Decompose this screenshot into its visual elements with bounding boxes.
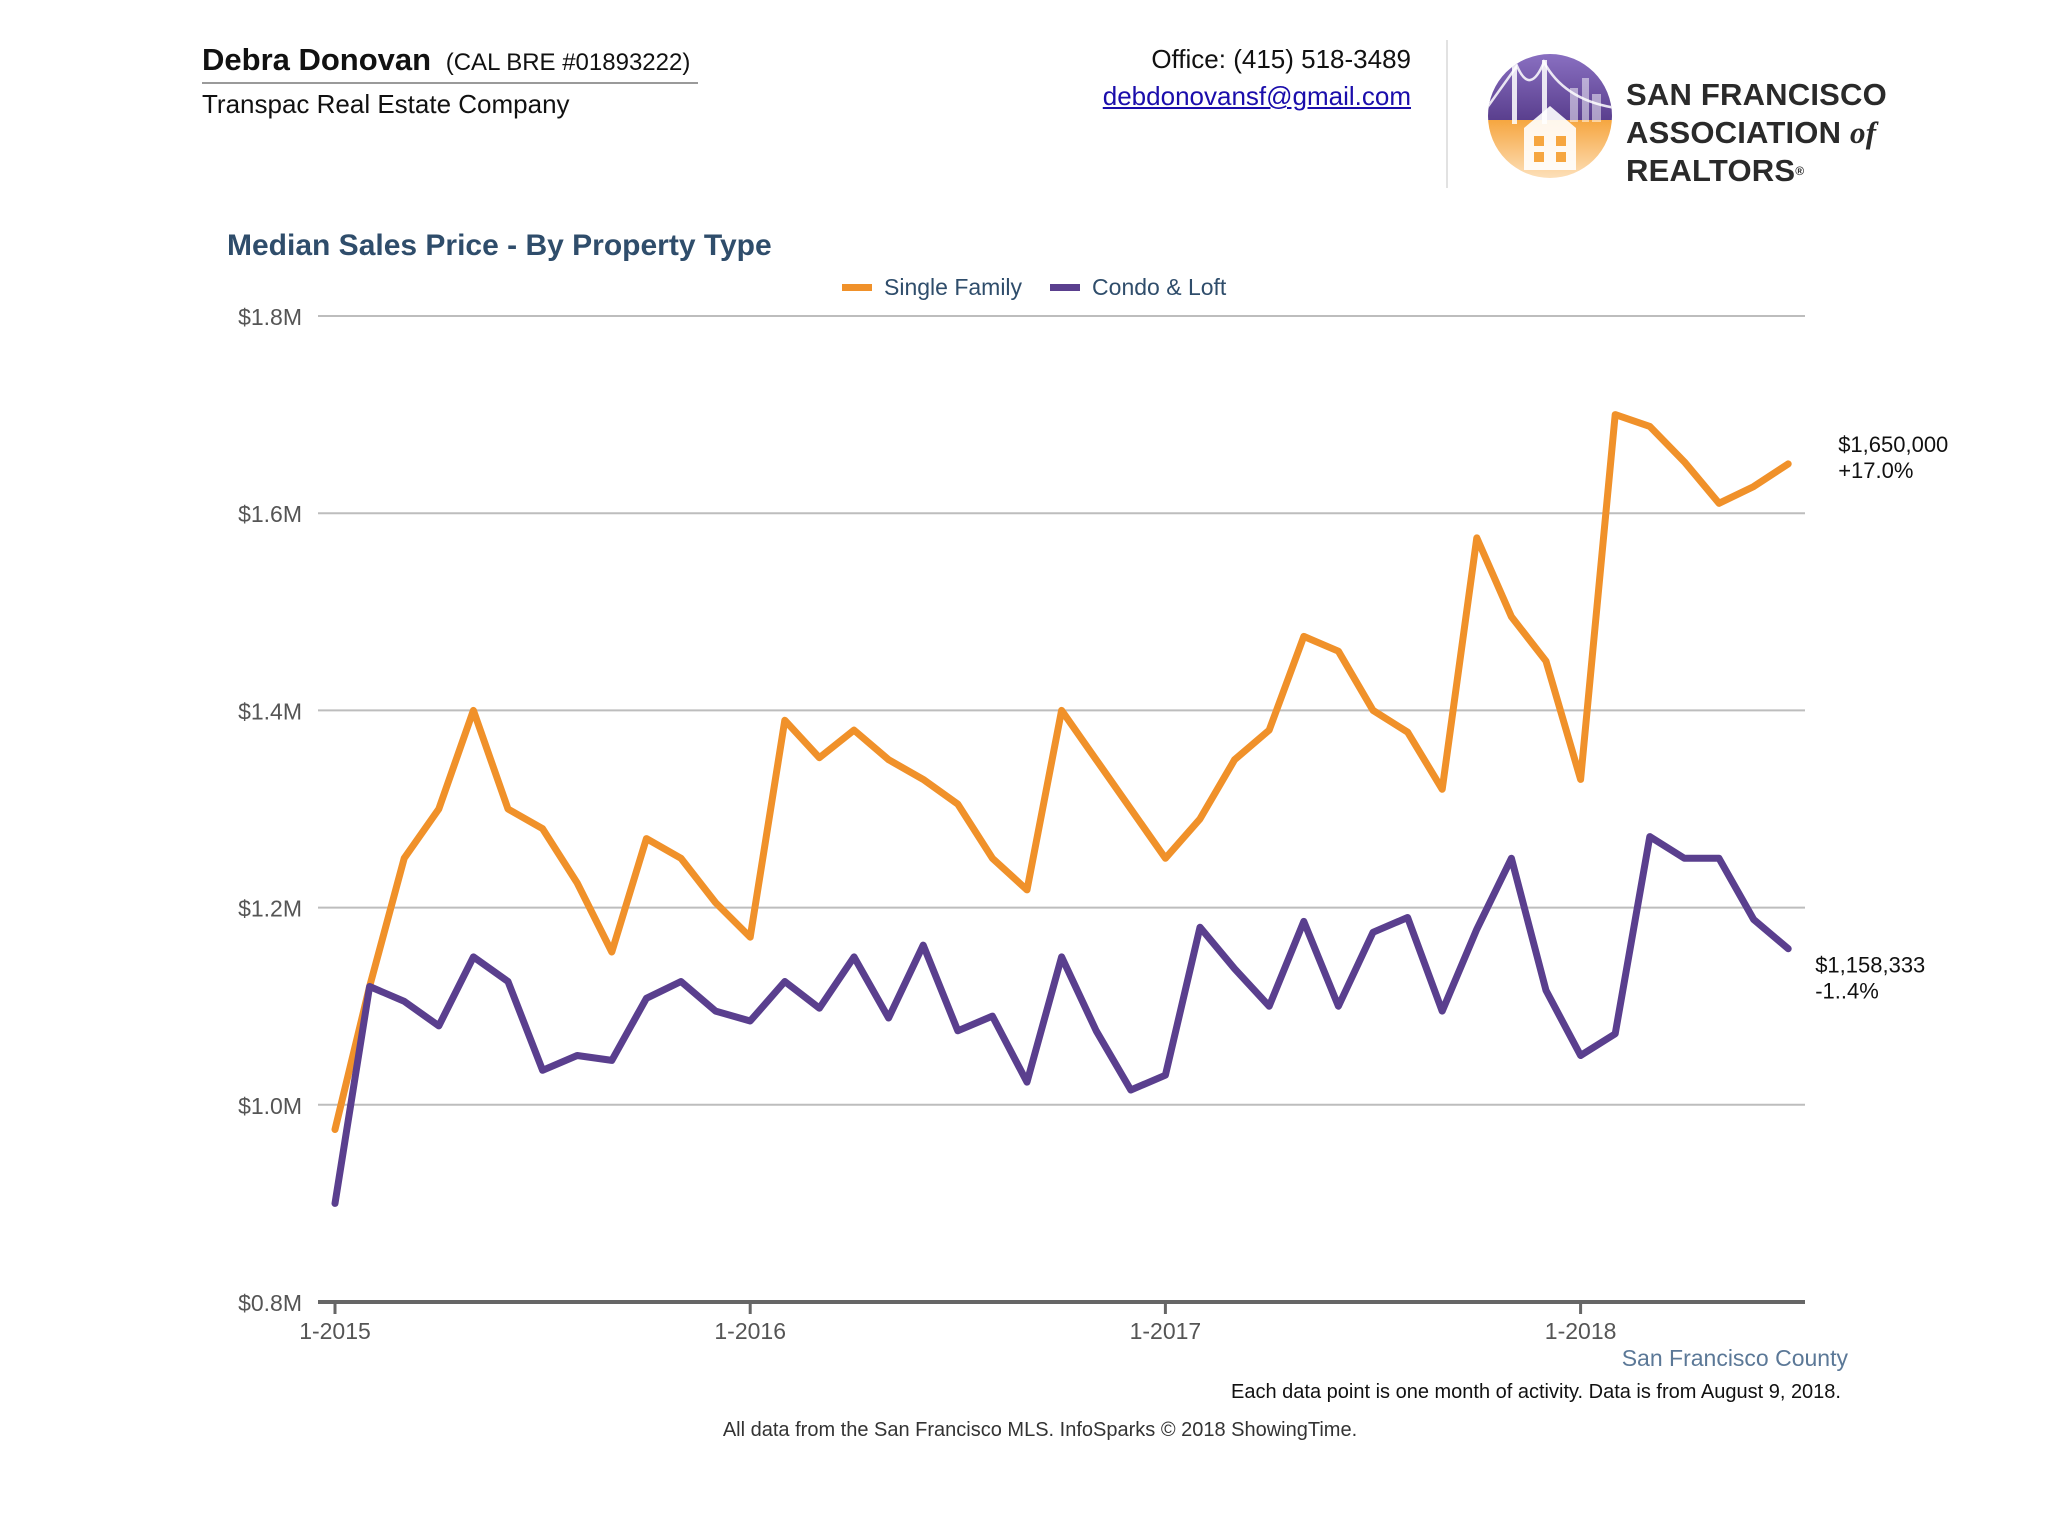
agent-license: (CAL BRE #01893222) [445,49,691,76]
series-line-single-family [331,411,1792,1133]
x-axis [318,1300,1805,1314]
office-phone: Office: (415) 518-3489 [1151,44,1411,74]
x-tick-label: 1-2017 [1130,1318,1202,1344]
sfar-logo-icon [1488,54,1612,178]
agent-underline-divider [202,82,698,84]
agent-name: Debra Donovan (CAL BRE #01893222) [202,42,690,78]
logo-realtors: REALTORS [1626,153,1796,188]
county-label: San Francisco County [1621,1345,1848,1371]
x-tick-label: 1-2018 [1545,1318,1617,1344]
chart-legend: Single Family Condo & Loft [842,274,1254,301]
end-value-labels: $1,650,000+17.0% $1,158,333-1..4% [1815,432,1948,1004]
end-value-label-single-family: $1,650,000 [1838,432,1948,457]
logo-of: of [1850,115,1877,150]
agent-company: Transpac Real Estate Company [202,89,570,119]
data-note: Each data point is one month of activity… [1231,1381,1841,1403]
legend-item-condo-loft: Condo & Loft [1050,274,1226,301]
header-divider [1446,40,1448,188]
chart-title: Median Sales Price - By Property Type [227,229,772,262]
legend-label-condo-loft: Condo & Loft [1092,274,1227,300]
y-axis-tick-labels: $0.8M $1.0M $1.2M $1.4M $1.6M $1.8M [238,304,302,1316]
y-tick-label: $1.8M [238,304,302,330]
email-link[interactable]: debdonovansf@gmail.com [1102,81,1411,111]
agent-name-text: Debra Donovan [202,42,432,77]
y-tick-label: $1.0M [238,1093,302,1119]
end-value-label-condo-loft: $1,158,333 [1815,953,1925,978]
y-tick-label: $1.4M [238,698,302,724]
logo-line-2: ASSOCIATION of REALTORS® [1626,114,2048,190]
end-change-label-condo-loft: -1..4% [1815,979,1879,1004]
sfar-logo-text: SAN FRANCISCO ASSOCIATION of REALTORS® [1626,76,2048,190]
data-source: All data from the San Francisco MLS. Inf… [722,1419,1358,1441]
x-tick-label: 1-2016 [714,1318,786,1344]
end-change-label-single-family: +17.0% [1838,458,1913,483]
logo-line-1: SAN FRANCISCO [1626,77,1887,112]
legend-item-single-family: Single Family [842,274,1022,301]
logo-association: ASSOCIATION [1626,115,1842,150]
x-tick-label: 1-2015 [299,1318,371,1344]
chart-series [331,411,1792,1207]
legend-swatch-single-family [842,284,872,291]
y-tick-label: $0.8M [238,1290,302,1316]
series-line-condo-loft [331,833,1792,1207]
logo-registered-mark: ® [1795,164,1805,178]
legend-swatch-condo-loft [1050,284,1081,291]
x-axis-tick-labels: 1-2015 1-2016 1-2017 1-2018 [299,1318,1616,1344]
legend-label-single-family: Single Family [884,274,1023,300]
y-tick-label: $1.2M [238,896,302,922]
y-tick-label: $1.6M [238,501,302,527]
